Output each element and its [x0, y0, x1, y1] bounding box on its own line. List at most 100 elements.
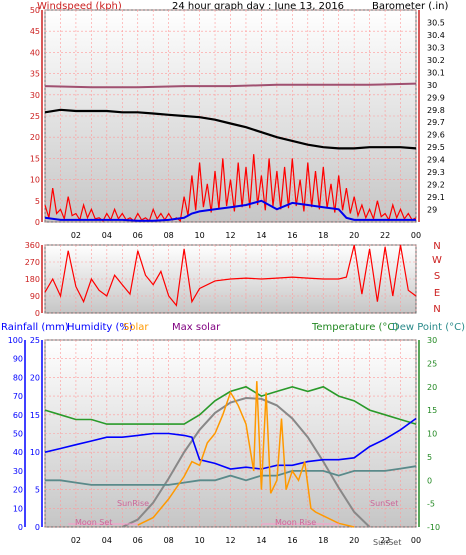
- wind-y-tick-label: 30: [30, 91, 40, 100]
- barometer-ref-line: [44, 82, 417, 89]
- rain-y-tick-label: 10: [13, 504, 23, 513]
- rain-y-tick-label: 70: [13, 392, 23, 401]
- wind-y-tick-label: 15: [30, 154, 40, 163]
- dir-side-label: E: [434, 288, 440, 299]
- wind-y-tick-label: 45: [30, 27, 40, 36]
- baro-y-tick-label: 29.2: [427, 181, 445, 190]
- moonrise-label: Moon Rise: [275, 518, 316, 527]
- bottom-x-tick-label: 10: [194, 536, 204, 545]
- wind-gust-line: [44, 199, 416, 222]
- baro-y-tick-label: 29: [427, 206, 437, 215]
- wind-direction-line: [44, 244, 417, 307]
- wind-x-tick-label: 08: [164, 231, 174, 240]
- wind-x-tick-label: 22: [380, 231, 390, 240]
- rain-y-tick-label: 60: [13, 411, 23, 420]
- baro-y-tick-label: 29.3: [427, 168, 445, 177]
- baro-y-tick-label: 30: [427, 81, 437, 90]
- baro-y-tick-label: 29.1: [427, 193, 445, 202]
- rain-y-tick-label: 40: [13, 448, 23, 457]
- bottom-x-tick-label: 02: [71, 536, 81, 545]
- axes: 02 02 04 04 06 06 08 08 10 10 12 12 14 14 16 16 18 18 20 20…: [8, 6, 445, 545]
- baro-y-tick-label: 29.4: [427, 156, 445, 165]
- temp-y-tick-label: -10: [427, 523, 440, 532]
- bottom-x-tick-label: 18: [318, 536, 328, 545]
- humid-y-tick-label: 20: [30, 373, 40, 382]
- wind-x-tick-label: 06: [133, 231, 143, 240]
- chart-title: 24 hour graph day : June 13, 2016: [172, 1, 344, 12]
- dir-y-tick-label: 180: [25, 275, 40, 284]
- bottom-x-tick-label: 14: [256, 536, 266, 545]
- humid-y-tick-label: 0: [35, 523, 40, 532]
- rainfall-label: Rainfall (mm): [1, 322, 69, 333]
- wind-y-tick-label: 5: [35, 197, 40, 206]
- wind-y-tick-label: 25: [30, 112, 40, 121]
- dir-y-tick-label: 270: [25, 258, 40, 267]
- dir-y-tick-label: 0: [35, 309, 40, 318]
- humid-y-tick-label: 5: [35, 486, 40, 495]
- solar-line: [137, 381, 355, 528]
- sunset-label: SunSet: [370, 499, 398, 508]
- baro-y-tick-label: 29.5: [427, 143, 445, 152]
- series-lines: [44, 82, 417, 528]
- bottom-x-tick-label: 08: [164, 536, 174, 545]
- sunrise-label: SunRise: [117, 499, 149, 508]
- baro-y-tick-label: 30.4: [427, 31, 445, 40]
- wind-x-tick-label: 10: [194, 231, 204, 240]
- rain-y-tick-label: 100: [8, 336, 23, 345]
- barometer-title: Barometer (.in): [372, 1, 448, 12]
- wind-x-tick-label: 00: [411, 231, 421, 240]
- rain-y-tick-label: 30: [13, 467, 23, 476]
- wind-title: Windspeed (kph): [37, 1, 122, 12]
- max-solar-line: [121, 396, 371, 528]
- humid-y-tick-label: 15: [30, 411, 40, 420]
- moonset-label: Moon Set: [75, 518, 112, 527]
- bottom-x-tick-label: 04: [102, 536, 112, 545]
- bottom-x-tick-label: 06: [133, 536, 143, 545]
- humidity-line: [44, 417, 417, 470]
- temp-y-tick-label: 0: [427, 476, 432, 485]
- baro-y-tick-label: 29.7: [427, 118, 445, 127]
- wind-y-tick-label: 35: [30, 70, 40, 79]
- wind-x-tick-label: 20: [349, 231, 359, 240]
- temp-y-tick-label: 25: [427, 359, 437, 368]
- wind-y-tick-label: 0: [35, 218, 40, 227]
- wind-y-tick-label: 40: [30, 48, 40, 57]
- dir-y-tick-label: 90: [30, 292, 40, 301]
- rain-y-tick-label: 90: [13, 355, 23, 364]
- bottom-x-tick-label: 20: [349, 536, 359, 545]
- bottom-x-tick-label: 16: [287, 536, 297, 545]
- barometer-line: [44, 108, 417, 150]
- dir-side-label: S: [434, 271, 440, 282]
- baro-y-tick-label: 29.6: [427, 131, 445, 140]
- wind-x-tick-label: 04: [102, 231, 112, 240]
- temp-y-tick-label: -5: [427, 500, 435, 509]
- rain-y-tick-label: 80: [13, 373, 23, 382]
- temp-y-tick-label: 10: [427, 430, 437, 439]
- dir-side-label: N: [433, 304, 440, 315]
- max-solar-label: Max solar: [172, 322, 221, 333]
- baro-y-tick-label: 29.9: [427, 93, 445, 102]
- wind-x-tick-label: 16: [287, 231, 297, 240]
- baro-y-tick-label: 30.5: [427, 18, 445, 27]
- wind-speed-line: [44, 154, 417, 223]
- temp-y-tick-label: 5: [427, 453, 432, 462]
- wind-x-tick-label: 12: [225, 231, 235, 240]
- solar-label: Solar: [123, 322, 149, 333]
- rain-y-tick-label: 0: [18, 523, 23, 532]
- wind-y-tick-label: 10: [30, 176, 40, 185]
- baro-y-tick-label: 30.1: [427, 68, 445, 77]
- dir-side-label: W: [432, 255, 442, 266]
- sunset-bottom-label: SunSet: [373, 538, 401, 547]
- dewpoint-line: [45, 465, 417, 486]
- baro-y-tick-label: 29.8: [427, 106, 445, 115]
- wind-x-tick-label: 18: [318, 231, 328, 240]
- humid-y-tick-label: 25: [30, 336, 40, 345]
- temp-y-tick-label: 15: [427, 406, 437, 415]
- humidity-label: Humidity (%): [67, 322, 133, 333]
- baro-y-tick-label: 30.2: [427, 56, 445, 65]
- temperature-label: Temperature (°C): [311, 322, 398, 333]
- bottom-x-tick-label: 00: [411, 536, 421, 545]
- wind-x-tick-label: 02: [71, 231, 81, 240]
- wind-y-tick-label: 50: [30, 6, 40, 15]
- wind-y-tick-label: 20: [30, 133, 40, 142]
